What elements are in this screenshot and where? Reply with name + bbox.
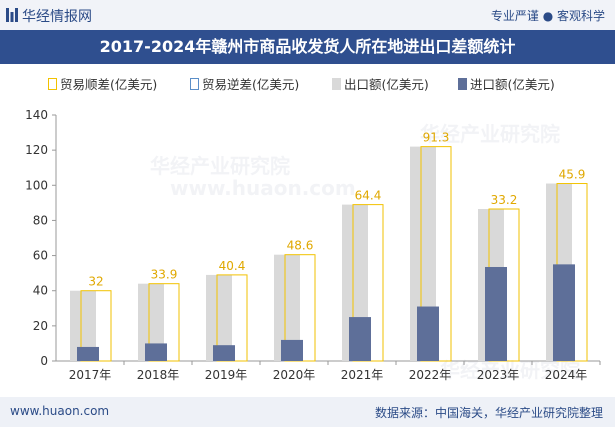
title-bar: 2017-2024年赣州市商品收发货人所在地进出口差额统计	[0, 30, 615, 64]
slogan-left: 专业严谨	[490, 9, 539, 23]
x-tick-label: 2019年	[205, 368, 248, 382]
slogan-dot-icon: ●	[542, 9, 557, 23]
legend-swatch-import	[458, 77, 467, 90]
import-bar	[281, 339, 303, 361]
import-bar	[417, 306, 439, 361]
x-tick-label: 2021年	[341, 368, 384, 382]
chart-title: 2017-2024年赣州市商品收发货人所在地进出口差额统计	[99, 37, 516, 56]
import-bar	[485, 266, 507, 361]
slogan-right: 客观科学	[556, 9, 605, 23]
y-tick-label: 120	[25, 143, 48, 157]
import-bar	[553, 264, 575, 361]
chart-legend: 贸易顺差(亿美元) 贸易逆差(亿美元) 出口额(亿美元) 进口额(亿美元)	[10, 72, 610, 92]
import-bar	[77, 346, 99, 361]
y-tick-label: 80	[33, 213, 48, 227]
top-bar: 华经情报网 专业严谨 ● 客观科学	[0, 0, 615, 30]
legend-item-surplus: 贸易顺差(亿美元)	[48, 74, 157, 93]
footer-source: 数据来源：中国海关，华经产业研究院整理	[374, 406, 603, 420]
surplus-data-label: 33.2	[491, 193, 518, 207]
brand-name: 华经情报网	[22, 9, 92, 25]
bar-chart: 0 20 40 60 80 100 120 140 32 2017年 33.9 2018年 40.4 20…	[25, 108, 601, 382]
surplus-data-label: 33.9	[151, 268, 178, 282]
y-tick-label: 40	[33, 284, 48, 298]
x-tick-label: 2018年	[137, 368, 180, 382]
y-tick-label: 60	[33, 249, 48, 263]
x-tick-label: 2023年	[477, 368, 520, 382]
surplus-data-label: 45.9	[559, 168, 586, 182]
slogan: 专业严谨 ● 客观科学	[491, 7, 605, 24]
watermark-text: 华经产业研究院	[150, 154, 290, 178]
watermark-text: 华经产业研究院	[440, 358, 580, 382]
x-tick-label: 2024年	[545, 368, 588, 382]
logo-icon	[6, 8, 18, 22]
legend-swatch-surplus	[48, 77, 57, 90]
x-tick-label: 2017年	[69, 368, 112, 382]
x-tick-label: 2022年	[409, 368, 452, 382]
legend-item-deficit: 贸易逆差(亿美元)	[190, 74, 299, 93]
legend-label-surplus: 贸易顺差(亿美元)	[60, 77, 158, 92]
import-bar	[213, 345, 235, 361]
y-tick-label: 140	[25, 108, 48, 122]
footer-website: www.huaon.com	[10, 404, 110, 418]
surplus-data-label: 48.6	[287, 239, 314, 253]
legend-item-import: 进口额(亿美元)	[458, 74, 555, 93]
legend-swatch-export	[332, 77, 341, 90]
import-bar	[145, 343, 167, 361]
surplus-data-label: 91.3	[423, 131, 450, 145]
legend-label-import: 进口额(亿美元)	[470, 77, 555, 92]
x-tick-label: 2020年	[273, 368, 316, 382]
watermark-url: www.huaon.com	[170, 176, 356, 200]
watermark-text: 华经产业研究院	[420, 122, 560, 146]
y-tick-label: 0	[40, 354, 48, 368]
surplus-data-label: 32	[88, 275, 103, 289]
legend-label-deficit: 贸易逆差(亿美元)	[202, 77, 300, 92]
y-tick-label: 100	[25, 178, 48, 192]
legend-swatch-deficit	[190, 77, 199, 90]
y-tick-label: 20	[33, 319, 48, 333]
import-bar	[349, 317, 371, 361]
legend-label-export: 出口额(亿美元)	[344, 77, 429, 92]
surplus-data-label: 64.4	[355, 189, 382, 203]
legend-item-export: 出口额(亿美元)	[332, 74, 429, 93]
footer: www.huaon.com 数据来源：中国海关，华经产业研究院整理	[0, 397, 615, 427]
surplus-data-label: 40.4	[219, 259, 246, 273]
